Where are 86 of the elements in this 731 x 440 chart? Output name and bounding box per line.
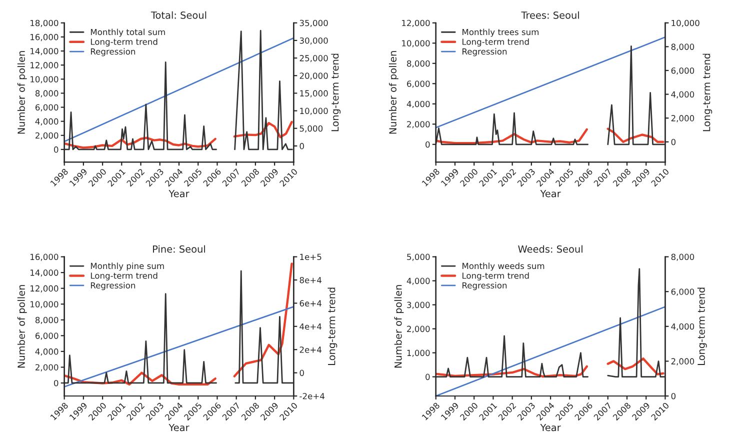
y-tick-label: 2,000 [36, 132, 58, 140]
y-tick-label: 16,000 [30, 34, 58, 42]
y-axis-title: Number of pollen [17, 285, 27, 368]
y2-axis-title: Long-term trend [702, 54, 712, 132]
y2-tick-label: 25,000 [300, 55, 328, 62]
y-tick-label: 4,000 [35, 348, 58, 356]
y2-tick-label: 10,000 [300, 108, 328, 115]
x-axis-title: Year [168, 190, 190, 198]
y-tick-label: 10,000 [30, 76, 58, 84]
y2-tick-label: 4,000 [671, 91, 694, 98]
y2-tick-label: 6,000 [671, 288, 694, 296]
y-axis-title: Number of pollen [17, 51, 27, 134]
x-axis-title: Year [168, 424, 190, 432]
legend-label: Long-term trend [90, 38, 158, 47]
y-tick-label: 8,000 [35, 90, 58, 98]
y2-tick-label: 4e+4 [300, 323, 322, 330]
y-tick-label: 4,000 [35, 118, 58, 126]
y2-tick-label: 2,000 [671, 358, 694, 366]
legend-label: Monthly trees sum [462, 28, 538, 37]
y2-tick-label: 6e+4 [300, 300, 322, 306]
legend-label: Monthly total sum [90, 28, 165, 37]
y2-tick-label: 0 [671, 392, 676, 400]
y2-tick-label: 0 [671, 138, 676, 146]
y-tick-label: 2,000 [407, 121, 430, 128]
y2-tick-label: 8,000 [671, 44, 694, 51]
chart-title: Pine: Seoul [153, 245, 205, 253]
x-axis-title: Year [540, 190, 561, 198]
legend-label: Long-term trend [90, 272, 158, 280]
legend-label: Regression [90, 48, 136, 56]
y2-tick-label: 4,000 [671, 323, 694, 331]
y2-axis-title: Long-term trend [328, 288, 338, 365]
y-tick-label: 12,000 [30, 285, 58, 292]
y-tick-label: 5,000 [407, 254, 430, 261]
y2-tick-label: 35,000 [300, 20, 328, 28]
y-tick-label: 6,000 [407, 80, 430, 88]
y-axis-title: Number of pollen [388, 51, 398, 134]
legend-label: Long-term trend [462, 272, 529, 280]
y2-tick-label: 30,000 [300, 37, 328, 45]
legend-label: Monthly weeds sum [462, 262, 544, 271]
legend-label: Regression [462, 282, 507, 290]
y2-tick-label: 5,000 [300, 125, 323, 132]
y-tick-label: 18,000 [30, 20, 58, 28]
y2-axis-title: Long-term trend [697, 288, 707, 365]
y-tick-label: 0 [426, 141, 430, 148]
y-tick-label: 14,000 [30, 48, 58, 56]
legend-label: Regression [462, 48, 507, 56]
y-tick-label: 4,000 [406, 100, 430, 108]
y-tick-label: 4,000 [406, 278, 430, 285]
y-tick-label: 6,000 [36, 104, 58, 112]
y-tick-label: 16,000 [30, 254, 58, 261]
y2-axis-title: Long-term trend [331, 54, 341, 132]
y-tick-label: 0 [426, 374, 430, 380]
chart-title: Weeds: Seoul [518, 245, 582, 253]
y-tick-label: 12,000 [402, 20, 430, 28]
y-tick-label: 0 [54, 146, 58, 153]
y2-tick-label: 0 [300, 142, 304, 150]
legend-label: Long-term trend [462, 38, 529, 47]
y-tick-label: 1,000 [407, 350, 430, 357]
y-tick-label: 3,000 [407, 302, 430, 309]
y-axis-title: Number of pollen [394, 285, 404, 368]
y-tick-label: 6,000 [36, 332, 58, 340]
y-tick-label: 0 [54, 380, 58, 386]
y2-tick-label: 2,000 [671, 115, 694, 122]
y-tick-label: 10,000 [402, 40, 430, 48]
y2-tick-label: 2e+4 [300, 346, 322, 353]
y-tick-label: 14,000 [30, 270, 58, 277]
chart-title: Total: Seoul [150, 11, 206, 19]
y2-tick-label: -2e+4 [300, 392, 324, 400]
y2-tick-label: 0 [300, 370, 304, 376]
y-tick-label: 2,000 [36, 364, 58, 372]
chart-title: Trees: Seoul [521, 11, 579, 19]
legend-label: Monthly pine sum [90, 262, 164, 271]
legend-label: Regression [90, 282, 136, 290]
y2-tick-label: 20,000 [300, 72, 328, 80]
y-tick-label: 2,000 [407, 326, 430, 333]
y2-tick-label: 8e+4 [300, 276, 322, 284]
y-tick-label: 10,000 [30, 301, 58, 308]
y2-tick-label: 6,000 [671, 67, 694, 75]
y-tick-label: 8,000 [35, 316, 58, 324]
y2-tick-label: 1e+5 [300, 254, 322, 260]
y-tick-label: 12,000 [30, 62, 58, 70]
y-tick-label: 8,000 [407, 60, 430, 68]
y2-tick-label: 15,000 [300, 90, 328, 98]
y2-tick-label: 10,000 [672, 20, 700, 28]
x-axis-title: Year [540, 424, 561, 432]
y2-tick-label: 8,000 [671, 254, 694, 261]
